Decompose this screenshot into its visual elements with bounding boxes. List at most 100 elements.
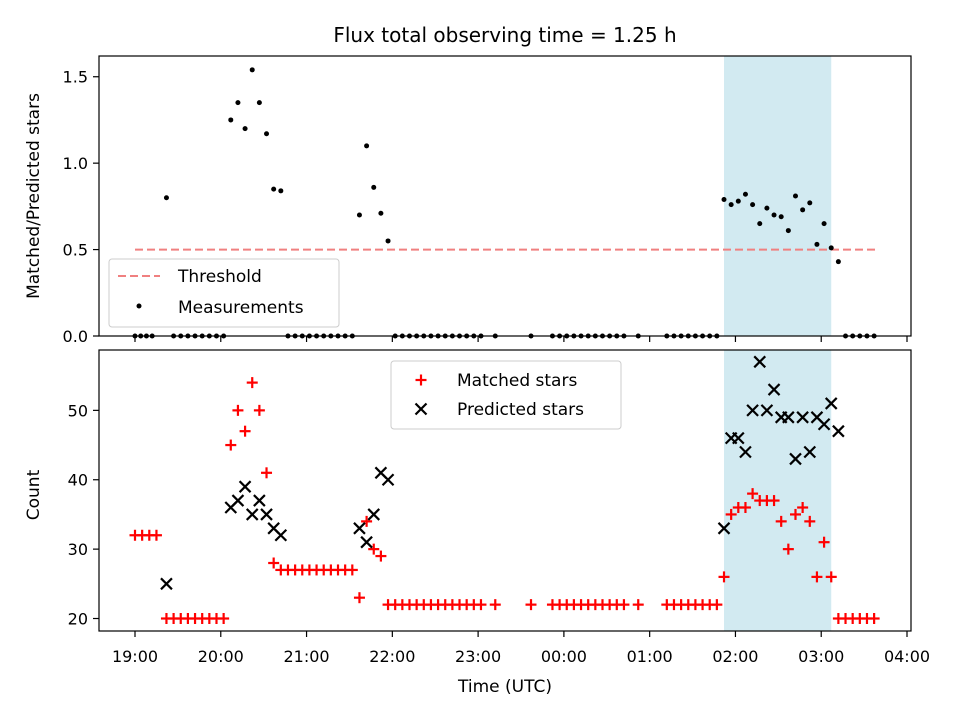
matched-star-point <box>218 613 230 625</box>
matched-star-point <box>811 571 823 583</box>
measurement-point <box>242 126 248 132</box>
x-tick-label: 02:00 <box>712 647 758 666</box>
predicted-star-point <box>381 473 395 487</box>
matched-star-point <box>825 571 837 583</box>
top-y-tick-label: 0.5 <box>63 241 88 260</box>
matched-star-point <box>868 613 880 625</box>
predicted-star-point <box>767 383 781 396</box>
measurement-point <box>364 143 370 149</box>
legend-predicted-label: Predicted stars <box>457 400 584 420</box>
matched-star-point <box>261 467 273 479</box>
measurement-point <box>385 238 391 244</box>
matched-star-point <box>368 543 380 555</box>
measurement-point <box>235 100 241 106</box>
predicted-star-point <box>760 404 774 417</box>
measurement-point <box>764 205 770 211</box>
top-y-axis-label: Matched/Predicted stars <box>24 93 44 299</box>
x-tick-label: 21:00 <box>284 647 330 666</box>
bottom-y-axis-label: Count <box>24 469 44 520</box>
measurement-point <box>278 188 284 194</box>
measurement-point <box>721 196 727 202</box>
matched-star-point <box>818 536 830 548</box>
measurement-point <box>271 186 277 192</box>
matched-star-point <box>711 599 723 611</box>
predicted-star-point <box>367 508 381 521</box>
predicted-star-point <box>824 397 838 410</box>
legend-measurements-label: Measurements <box>178 298 304 318</box>
matched-star-point <box>789 508 801 520</box>
measurement-point <box>163 195 169 201</box>
measurement-point <box>750 202 756 208</box>
matched-star-point <box>797 501 809 513</box>
matched-star-point <box>246 377 258 389</box>
predicted-star-point <box>353 522 366 535</box>
top-y-tick-label: 0.0 <box>63 327 88 346</box>
matched-star-point <box>747 488 759 500</box>
top-panel: 0.0 0.5 1.0 1.5 Matched/Predicted stars Thr… <box>24 55 912 346</box>
matched-star-point <box>375 550 387 562</box>
measurement-point <box>249 67 255 73</box>
matched-star-point <box>239 425 251 437</box>
measurement-point <box>785 228 791 234</box>
x-tick-label: 19:00 <box>112 647 158 666</box>
predicted-star-point <box>796 411 809 424</box>
predicted-star-point <box>753 355 767 369</box>
matched-star-point <box>739 501 751 513</box>
top-y-tick-label: 1.0 <box>63 154 88 173</box>
predicted-star-point <box>274 528 288 542</box>
predicted-star-point <box>732 431 745 445</box>
matched-star-point <box>361 515 373 527</box>
x-tick-label: 01:00 <box>627 647 673 666</box>
predicted-star-point <box>253 494 266 507</box>
predicted-star-point <box>817 417 831 431</box>
bottom-legend-frame <box>390 360 622 430</box>
x-tick-label: 00:00 <box>541 647 587 666</box>
matched-star-point <box>768 495 780 507</box>
bottom-axes-frame <box>98 349 912 632</box>
measurement-point <box>264 131 270 137</box>
legend-measurements-swatch <box>136 303 142 309</box>
bottom-y-tick-label: 40 <box>68 471 88 490</box>
measurement-point <box>728 202 734 208</box>
predicted-star-point <box>231 494 245 507</box>
measurement-point <box>228 117 234 123</box>
top-axes-frame <box>98 55 912 337</box>
matched-star-point <box>618 599 630 611</box>
x-tick-label: 03:00 <box>798 647 844 666</box>
measurement-point <box>742 191 748 197</box>
matched-star-point <box>632 599 644 611</box>
matched-star-point <box>268 557 280 569</box>
measurement-point <box>800 207 806 213</box>
top-y-tick-label: 1.5 <box>63 68 88 87</box>
measurement-point <box>814 241 820 247</box>
predicted-star-point <box>746 404 759 417</box>
matched-star-point <box>353 592 365 604</box>
legend-matched-swatch <box>415 374 427 386</box>
bottom-y-tick-label: 20 <box>68 610 88 629</box>
bottom-y-tick-label: 50 <box>68 401 88 420</box>
bottom-shaded-span <box>724 350 832 631</box>
matched-star-point <box>346 564 358 576</box>
measurement-point <box>378 210 384 216</box>
legend-threshold-label: Threshold <box>177 267 262 287</box>
figure-title: Flux total observing time = 1.25 h <box>333 23 676 47</box>
predicted-star-point <box>160 577 173 591</box>
matched-star-point <box>489 599 501 611</box>
legend-predicted-swatch <box>414 402 428 416</box>
matched-star-point <box>475 599 487 611</box>
matched-star-point <box>232 404 244 416</box>
predicted-star-point <box>832 424 845 438</box>
matched-star-point <box>253 404 265 416</box>
top-shaded-span <box>724 56 832 336</box>
bottom-panel: 20 30 40 50 19:00 20:00 21:00 22:00 23:00 00:00 0… <box>24 349 930 666</box>
predicted-star-point <box>717 522 731 535</box>
predicted-star-point <box>739 445 752 459</box>
matched-star-point <box>525 599 537 611</box>
measurement-point <box>778 214 784 220</box>
top-legend: Threshold Measurements <box>108 258 340 328</box>
measurement-point <box>828 245 834 251</box>
x-tick-label: 04:00 <box>884 647 930 666</box>
measurement-point <box>771 212 777 218</box>
measurement-point <box>757 221 763 227</box>
